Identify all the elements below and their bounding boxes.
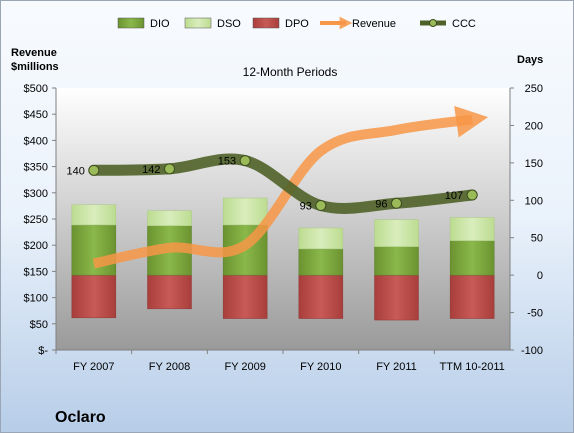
right-tick-label: 100 (525, 195, 543, 207)
ccc-data-label: 140 (66, 165, 84, 177)
left-tick-label: $350 (24, 162, 48, 174)
dso-bar (374, 219, 419, 247)
dpo-bar (71, 274, 117, 319)
dpo-bar (147, 274, 192, 310)
right-axis-label: Days (517, 54, 543, 66)
ccc-data-label: 153 (218, 156, 236, 168)
legend-label: CCC (452, 18, 476, 30)
dio-bar (449, 240, 495, 276)
x-tick-label: FY 2008 (149, 361, 190, 373)
left-tick-label: $300 (24, 188, 48, 200)
legend-label: Revenue (352, 18, 396, 30)
right-tick-label: 250 (525, 83, 543, 95)
left-tick-label: $200 (24, 240, 48, 252)
right-tick-label: 150 (525, 158, 543, 170)
legend-swatch-dso (184, 17, 212, 29)
right-tick-label: 50 (531, 233, 543, 245)
left-tick-label: $100 (24, 293, 48, 305)
dpo-bar (222, 274, 268, 319)
left-tick-label: $50 (30, 319, 48, 331)
company-name: Oclaro (55, 409, 106, 426)
left-axis-label-line1: Revenue (11, 47, 57, 59)
dso-bar (147, 210, 192, 226)
ccc-marker (239, 155, 251, 167)
x-tick-label: TTM 10-2011 (440, 361, 505, 373)
dpo-bar (298, 274, 344, 319)
dpo-bar (374, 274, 419, 321)
left-tick-label: $400 (24, 135, 48, 147)
legend-label: DIO (150, 18, 170, 30)
legend: DIO DSO DPO Revenue CCC (117, 16, 476, 30)
legend-swatch-dio (117, 17, 145, 29)
ccc-marker (164, 163, 175, 175)
ccc-data-label: 93 (300, 201, 312, 213)
ccc-data-label: 96 (375, 198, 387, 210)
left-tick-label: $150 (24, 266, 48, 278)
axes-layer: $- $50 $100 $150 $200 $250 $300 $350 $400 $450 $50… (24, 83, 543, 373)
right-tick-label: -50 (527, 308, 543, 320)
dso-bar (71, 204, 117, 226)
x-tick-label: FY 2007 (73, 361, 114, 373)
x-tick-label: FY 2010 (300, 361, 341, 373)
x-tick-label: FY 2009 (224, 361, 265, 373)
ccc-marker (315, 200, 327, 212)
legend-label: DSO (217, 18, 241, 30)
plot-area (56, 88, 510, 350)
left-tick-label: $500 (24, 83, 48, 95)
dio-bar (298, 248, 344, 276)
dpo-bar (449, 274, 495, 319)
left-tick-label: $250 (24, 214, 48, 226)
dso-bar (298, 227, 344, 250)
line-layer: 140 142 153 93 96 107 (66, 105, 489, 269)
x-tick-label: FY 2011 (376, 361, 417, 373)
left-axis-label-line2: $millions (11, 61, 59, 73)
dio-bar (374, 246, 419, 276)
ccc-marker (391, 197, 402, 209)
right-tick-label: 200 (525, 120, 543, 132)
left-tick-label: $- (38, 345, 48, 357)
dso-bar (222, 197, 268, 226)
ccc-data-label: 107 (445, 190, 463, 202)
ccc-marker (88, 164, 100, 176)
legend-label: DPO (285, 18, 309, 30)
bar-layer (71, 197, 495, 321)
right-tick-label: -100 (521, 345, 543, 357)
chart-title: 12-Month Periods (243, 65, 338, 79)
legend-swatch-ccc-marker (429, 19, 437, 27)
ccc-line (88, 153, 478, 214)
ccc-marker (466, 189, 478, 201)
right-tick-label: 0 (537, 270, 543, 282)
dio-bar (71, 224, 117, 276)
dso-bar (449, 217, 495, 241)
legend-swatch-dpo (252, 17, 280, 29)
left-tick-label: $450 (24, 109, 48, 121)
revenue-line (92, 105, 489, 269)
ccc-data-label: 142 (142, 164, 160, 176)
